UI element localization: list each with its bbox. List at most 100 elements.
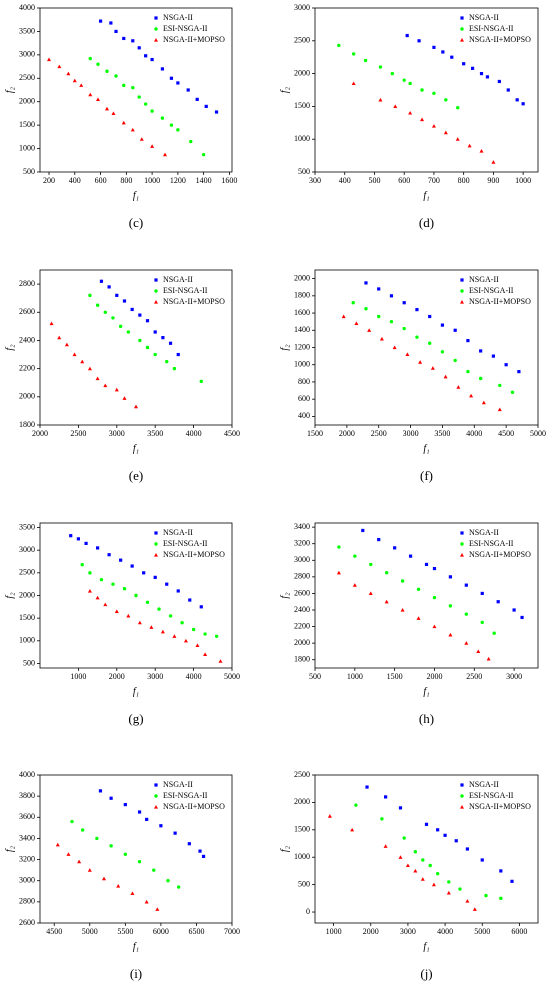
point: [77, 859, 82, 864]
point: [137, 46, 141, 50]
point: [377, 537, 381, 542]
point: [187, 842, 191, 846]
point: [137, 95, 141, 99]
point: [432, 91, 436, 95]
y-tick-label: 1500: [19, 120, 35, 129]
point: [361, 528, 365, 533]
point: [144, 54, 148, 58]
point: [515, 98, 519, 102]
point: [390, 71, 395, 76]
x-tick-label: 3500: [147, 429, 163, 438]
plot-frame: [314, 774, 539, 924]
point: [119, 558, 123, 562]
y-tick-label: 3500: [19, 522, 35, 531]
x-axis-label: f₁: [423, 443, 429, 454]
point: [453, 358, 457, 363]
point: [428, 314, 432, 319]
point: [105, 106, 110, 111]
x-tick-label: 4500: [224, 429, 240, 438]
x-tick-label: 2000: [426, 672, 442, 681]
point: [168, 341, 173, 345]
point: [351, 81, 356, 86]
point: [122, 587, 127, 591]
y-tick-label: 2800: [19, 897, 35, 906]
point: [88, 293, 92, 298]
point: [466, 339, 470, 343]
x-tick-label: 4000: [437, 927, 453, 936]
x-tick-label: 6000: [153, 927, 169, 936]
panel-label: (h): [419, 711, 434, 726]
point: [435, 871, 440, 876]
point: [393, 546, 397, 550]
point: [462, 62, 466, 66]
point: [153, 575, 157, 579]
point: [479, 149, 484, 153]
point: [444, 98, 448, 102]
point: [176, 885, 181, 889]
y-tick-label: 2600: [19, 307, 35, 316]
point: [453, 328, 457, 332]
point: [76, 537, 80, 541]
y-tick-label: 3400: [19, 833, 35, 842]
point: [408, 554, 413, 558]
legend-label: NSGA-II: [469, 275, 499, 284]
y-tick-label: 1800: [19, 420, 35, 429]
y-tick-label: 2000: [294, 638, 310, 647]
y-tick-label: 800: [298, 377, 310, 386]
point: [486, 656, 491, 661]
point: [430, 366, 435, 370]
point: [476, 649, 481, 654]
x-tick-label: 3000: [403, 429, 419, 438]
y-axis-label: f₂: [4, 344, 15, 351]
point: [137, 810, 142, 814]
y-axis-label: f₂: [279, 344, 290, 351]
point: [480, 858, 484, 862]
point: [377, 314, 381, 319]
point: [57, 64, 62, 69]
point: [491, 160, 496, 164]
point: [431, 882, 436, 887]
point: [365, 785, 369, 789]
legend-marker: [460, 38, 464, 42]
y-tick-label: 1500: [294, 101, 310, 110]
point: [122, 83, 126, 88]
legend-label: NSGA-II+MOPSO: [469, 802, 531, 811]
x-tick-label: 3000: [147, 672, 163, 681]
y-tick-label: 1000: [294, 852, 310, 861]
point: [441, 50, 445, 54]
x-tick-label: 2000: [339, 429, 355, 438]
point: [111, 582, 115, 586]
x-tick-label: 5500: [117, 927, 133, 936]
legend-marker: [460, 531, 464, 535]
x-tick-label: 1000: [515, 176, 531, 185]
point: [203, 632, 207, 636]
legend-label: NSGA-II: [163, 780, 193, 789]
point: [350, 827, 355, 832]
x-tick-label: 200: [43, 176, 55, 185]
x-axis-label: f₁: [423, 941, 429, 952]
y-tick-label: 1000: [294, 134, 310, 143]
point: [384, 599, 389, 604]
point: [448, 632, 453, 637]
x-axis-label: f₁: [133, 190, 139, 201]
point: [413, 850, 418, 854]
point: [176, 128, 180, 132]
y-tick-label: 2400: [294, 605, 310, 614]
y-tick-label: 3200: [294, 539, 310, 548]
point: [137, 859, 142, 864]
x-tick-label: 300: [309, 176, 321, 185]
point: [109, 796, 113, 800]
point: [162, 152, 167, 157]
legend-marker: [460, 300, 464, 304]
x-tick-label: 1500: [387, 672, 403, 681]
point: [126, 613, 131, 618]
panel-label: (j): [420, 966, 432, 981]
x-tick-label: 900: [487, 176, 499, 185]
point: [464, 612, 469, 616]
y-axis-label: f₂: [279, 592, 290, 599]
x-tick-label: 1200: [170, 176, 186, 185]
point: [159, 824, 163, 828]
x-tick-label: 3000: [400, 927, 416, 936]
point: [152, 868, 156, 872]
y-tick-label: 500: [298, 879, 310, 888]
